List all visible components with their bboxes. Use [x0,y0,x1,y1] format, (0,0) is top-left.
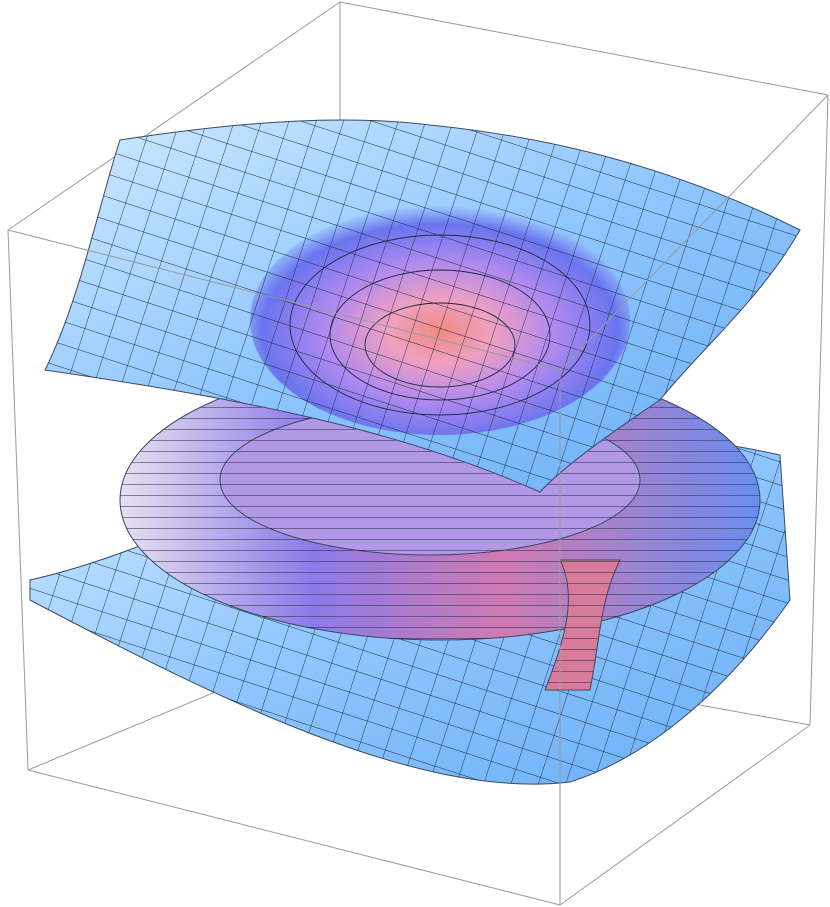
bounding-box-front [7,94,829,906]
top-sheet [44,119,801,493]
